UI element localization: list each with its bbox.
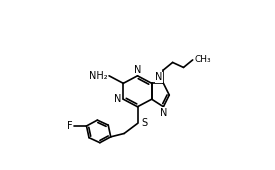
Text: NH₂: NH₂ xyxy=(89,71,108,81)
Text: F: F xyxy=(67,121,72,131)
Text: N: N xyxy=(160,108,167,118)
Text: N: N xyxy=(134,65,141,75)
Text: CH₃: CH₃ xyxy=(194,55,211,64)
Text: N: N xyxy=(155,72,163,82)
Text: N: N xyxy=(114,94,121,104)
Text: S: S xyxy=(141,118,147,128)
